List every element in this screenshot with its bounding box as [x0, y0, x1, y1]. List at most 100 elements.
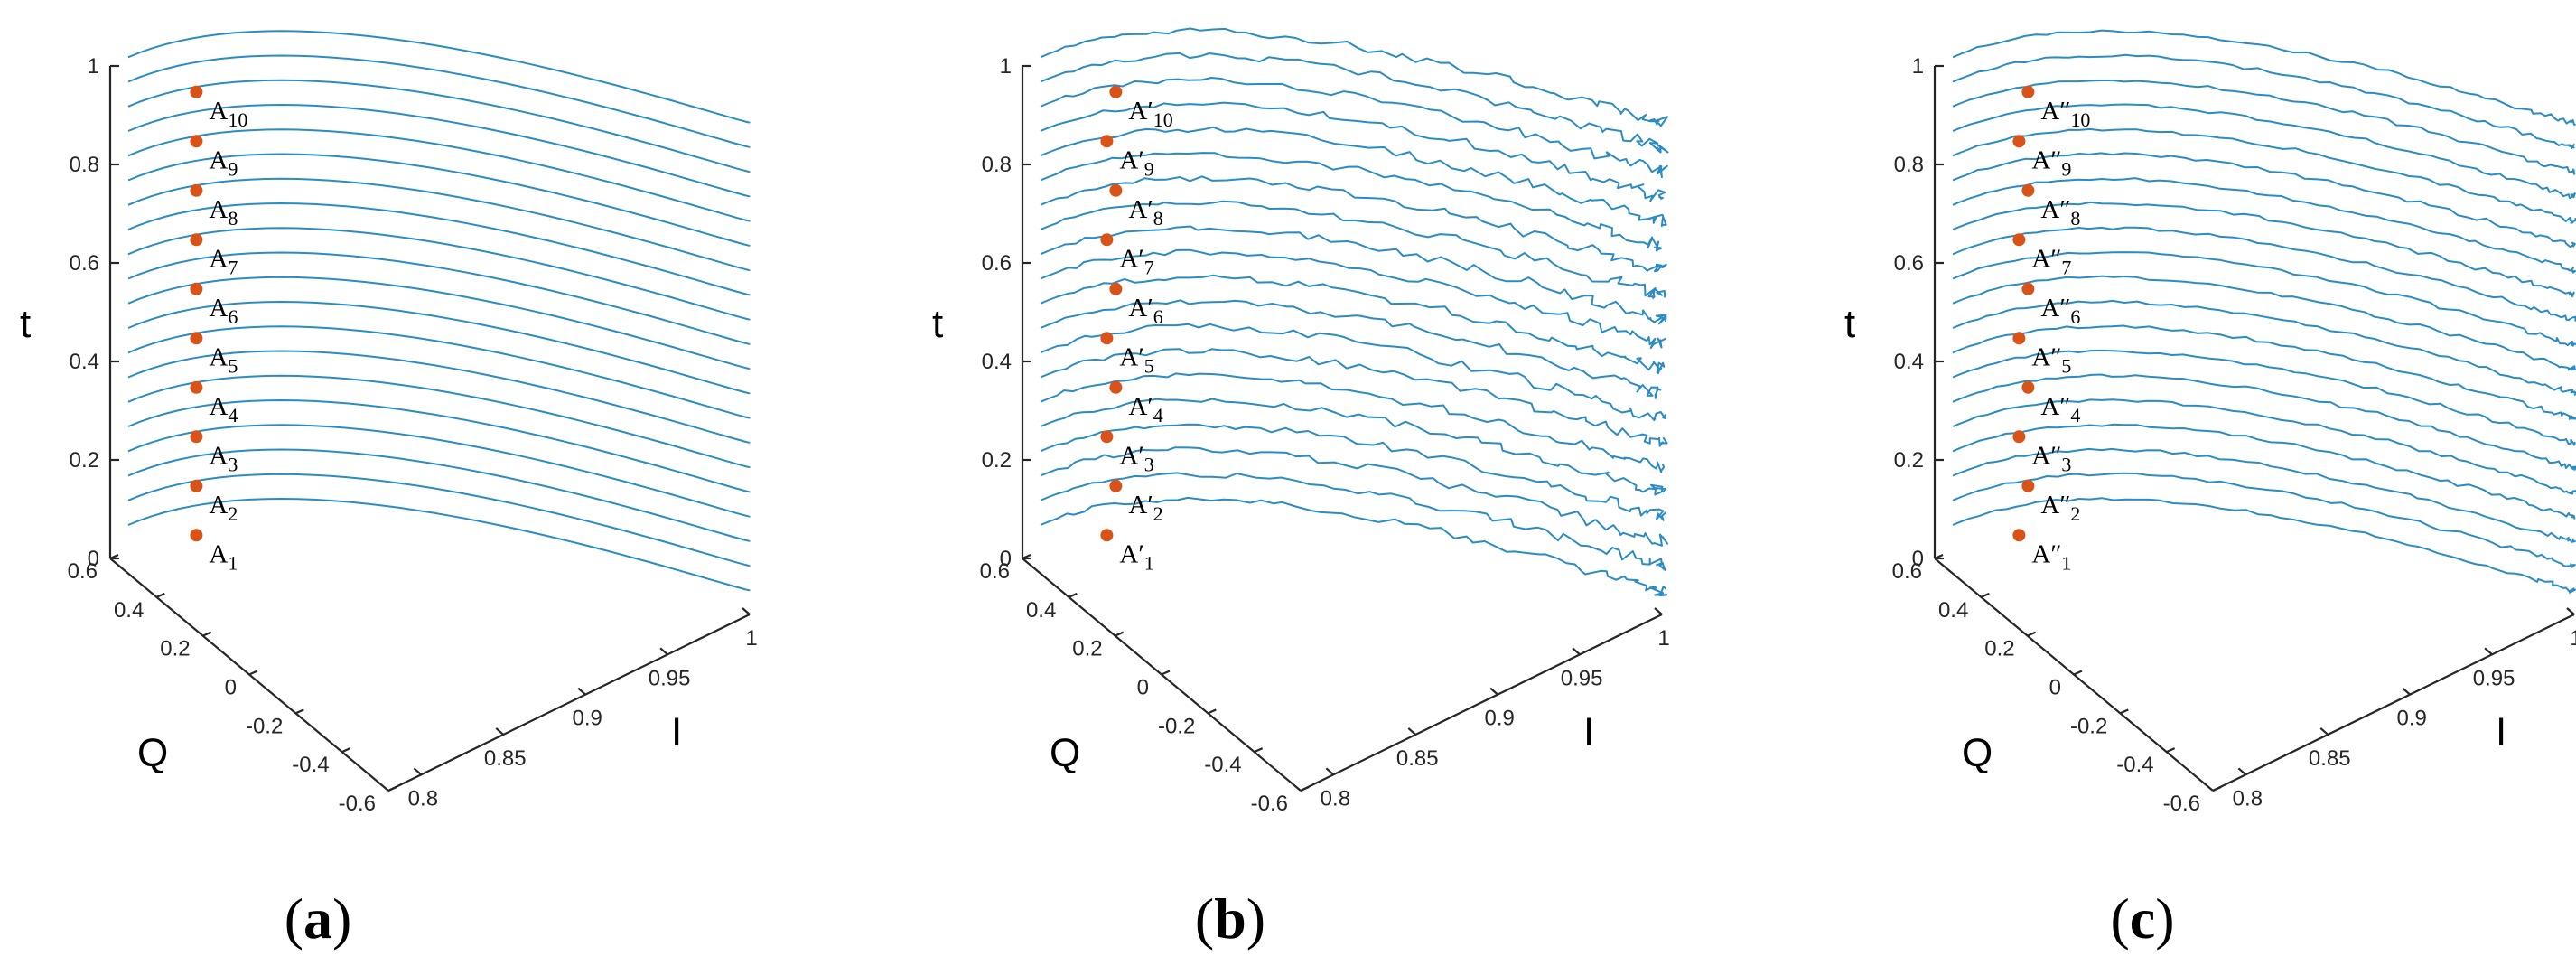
trajectory-line — [127, 153, 751, 247]
i-axis-line — [1300, 614, 1663, 792]
trajectory-line — [1952, 53, 2575, 150]
t-tick-label: 0 — [1000, 547, 1012, 571]
i-tick-mark — [2484, 647, 2493, 656]
trajectory-line — [1952, 497, 2576, 594]
q-tick-label: -0.4 — [2116, 753, 2153, 777]
i-axis-label: I — [2496, 710, 2506, 754]
point-marker — [1100, 430, 1114, 444]
i-tick-label: 0.85 — [1396, 746, 1439, 771]
point-label: A′5 — [1119, 342, 1153, 377]
panel-b: 0 0.2 0.4 0.6 0.8 1 t 0.6 0.4 0.2 0 -0.2 -0.4 -0.6 Q 0.… — [932, 27, 1670, 951]
trajectory-line — [1952, 398, 2576, 495]
i-tick-mark — [2566, 607, 2575, 615]
i-tick-label: 0.8 — [2233, 786, 2263, 811]
q-tick-label: -0.2 — [2070, 714, 2107, 738]
point-marker — [190, 380, 203, 394]
trajectory-line — [127, 177, 751, 271]
trajectory-line — [127, 79, 751, 173]
i-axis-line — [2212, 614, 2575, 792]
i-axis-line — [387, 614, 751, 792]
point-label: A9 — [209, 145, 238, 180]
trajectory-line — [127, 30, 751, 124]
q-tick-mark — [1115, 631, 1125, 637]
point-marker — [190, 233, 203, 247]
i-tick-label: 0.9 — [572, 707, 602, 731]
q-tick-label: 0.2 — [1984, 637, 2014, 661]
trajectory-line — [1952, 373, 2576, 471]
i-tick-label: 1 — [1657, 626, 1669, 651]
trajectory-line — [1040, 101, 1666, 202]
i-tick-mark — [1489, 687, 1498, 696]
t-tick-label: 0.2 — [982, 448, 1012, 473]
t-tick-label: 1 — [1000, 54, 1012, 79]
panel-a: 0 0.2 0.4 0.6 0.8 1 t 0.6 0.4 0.2 0 -0.2 -0.4 -0.6 Q 0.… — [20, 30, 758, 951]
i-tick-mark — [2237, 767, 2247, 776]
i-axis-label: I — [1583, 710, 1594, 754]
trajectory-line — [127, 276, 751, 370]
trajectory-line — [127, 374, 751, 468]
q-tick-mark — [2212, 785, 2222, 792]
panel-caption: (a) — [285, 886, 352, 951]
point-label: A″6 — [2040, 294, 2080, 328]
trajectory-line — [127, 325, 751, 419]
point-marker — [1100, 529, 1114, 542]
trajectory-line — [1952, 152, 2576, 248]
trajectory-line — [1040, 348, 1668, 447]
i-tick-label: 0.85 — [2309, 746, 2351, 771]
point-label: A2 — [209, 491, 238, 525]
point-label: A′9 — [1119, 145, 1153, 180]
point-marker — [190, 332, 203, 345]
q-tick-mark — [2119, 708, 2129, 715]
point-label: A′4 — [1128, 392, 1162, 426]
point-marker — [1109, 183, 1123, 197]
trajectory-line — [127, 251, 751, 345]
q-tick-mark — [341, 747, 351, 754]
trajectory-line — [1040, 27, 1668, 127]
trajectory-line — [127, 424, 751, 518]
i-tick-mark — [1407, 727, 1416, 736]
q-tick-mark — [387, 785, 397, 792]
point-marker — [2012, 332, 2026, 345]
point-marker — [2021, 282, 2035, 295]
i-tick-mark — [495, 727, 504, 736]
q-tick-label: 0.2 — [1072, 637, 1102, 661]
i-tick-label: 1 — [745, 626, 757, 651]
trajectory-line — [1040, 398, 1667, 496]
point-label: A″4 — [2040, 392, 2080, 426]
trajectory-line — [127, 473, 751, 567]
t-axis-label: t — [20, 302, 31, 346]
trajectory-line — [1040, 472, 1666, 571]
point-label: A′7 — [1119, 244, 1153, 278]
q-tick-label: -0.2 — [1158, 714, 1195, 738]
t-tick-label: 0.2 — [70, 448, 99, 473]
i-tick-label: 0.8 — [408, 786, 438, 811]
trajectory-line — [1952, 324, 2576, 420]
panel-caption: (c) — [2110, 886, 2174, 951]
point-label: A7 — [209, 244, 238, 278]
point-label: A″8 — [2040, 195, 2080, 230]
t-tick-label: 0.6 — [1894, 251, 1924, 276]
i-tick-label: 0.9 — [1484, 707, 1514, 731]
point-label: A″2 — [2040, 491, 2080, 525]
point-label: A′3 — [1119, 441, 1153, 475]
point-label: A6 — [209, 294, 238, 328]
point-label: A′6 — [1128, 294, 1162, 328]
t-axis-label: t — [932, 302, 943, 346]
q-tick-label: 0.2 — [160, 637, 190, 661]
t-tick-label: 0.8 — [1894, 153, 1924, 177]
t-axis-label: t — [1844, 302, 1855, 346]
q-tick-mark — [2073, 670, 2083, 676]
point-marker — [190, 135, 203, 148]
t-tick-label: 0 — [1912, 547, 1924, 571]
q-tick-mark — [1934, 553, 1944, 560]
trajectory-line — [1040, 323, 1666, 421]
i-tick-mark — [2402, 687, 2411, 696]
q-tick-label: 0 — [1137, 676, 1149, 700]
point-marker — [2012, 233, 2026, 247]
i-tick-mark — [659, 647, 668, 656]
trajectory-line — [1040, 175, 1667, 273]
q-tick-label: -0.2 — [246, 714, 283, 738]
point-label: A′1 — [1119, 539, 1153, 574]
q-tick-mark — [1980, 592, 1990, 598]
t-tick-label: 0.6 — [70, 251, 99, 276]
